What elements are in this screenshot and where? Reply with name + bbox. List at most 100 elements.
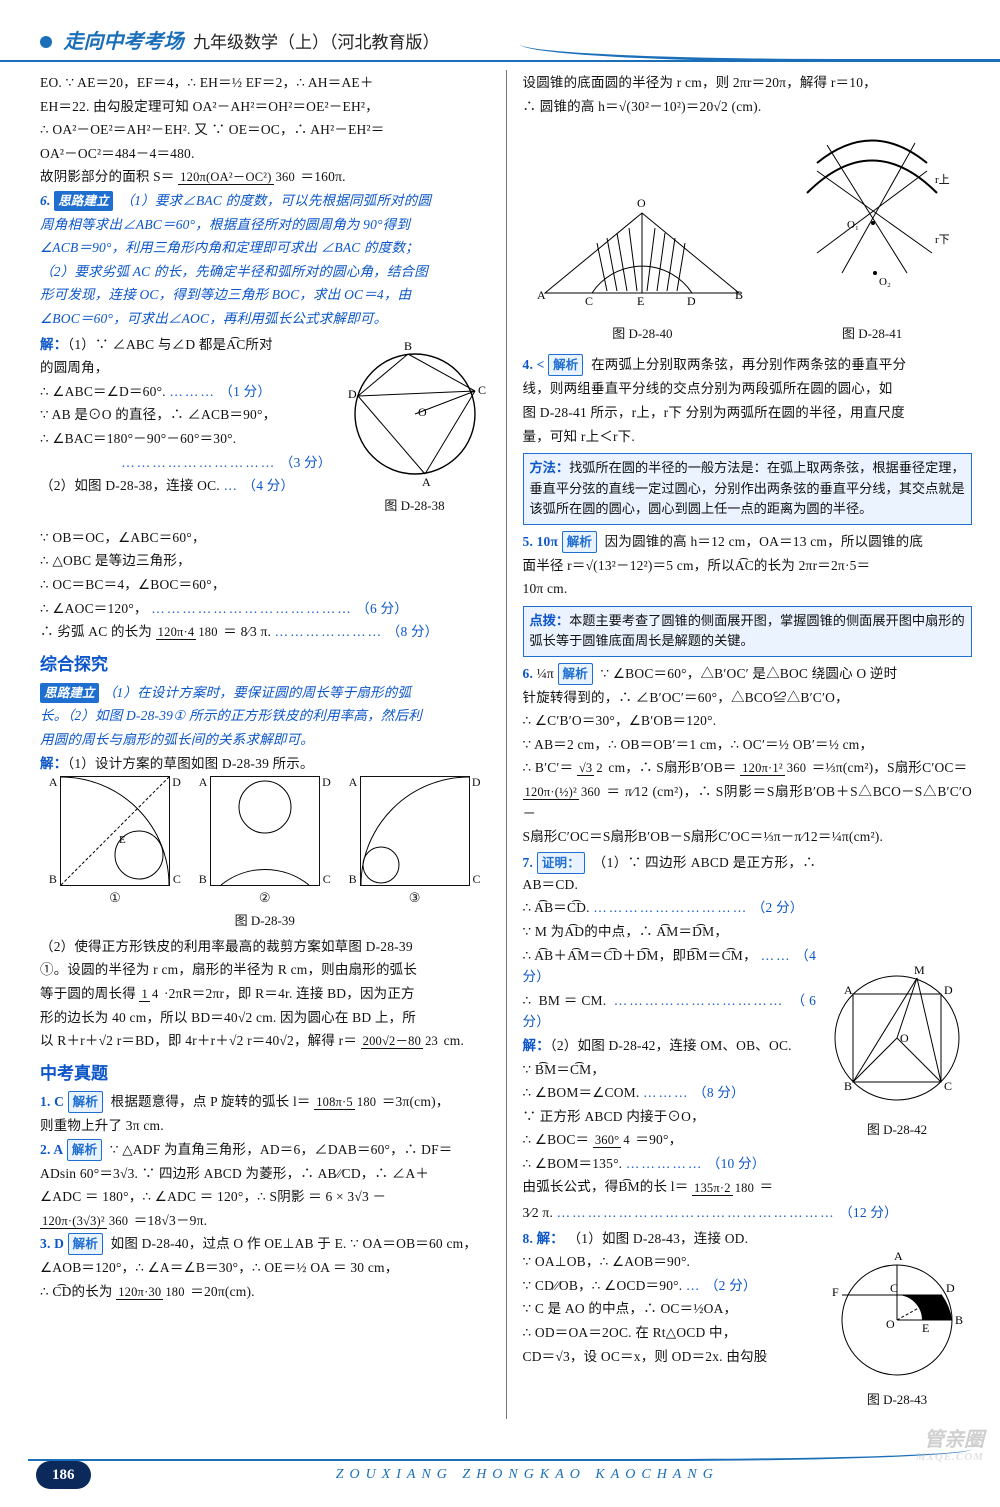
d: 360 — [107, 1214, 130, 1228]
sq3: A D B C — [360, 776, 470, 886]
q8: 8. 解： （1）如图 D-28-43，连接 OD. — [523, 1228, 817, 1250]
tag: 解析 — [68, 1091, 103, 1113]
t: ∵ OA⊥OB，∴ ∠AOB＝90°. — [523, 1251, 817, 1273]
q7: 7. 证明： （1）∵ 四边形 ABCD 是正方形，∴ AB＝CD. — [523, 852, 817, 896]
qn: 2. A — [40, 1142, 63, 1157]
column-separator — [506, 70, 507, 1419]
t: S扇形C′OC＝S扇形B′OB－S扇形C′OC＝⅓π－π⁄12＝¼π(cm²). — [523, 826, 973, 848]
t: 以 R＋r＋√2 r＝BD，即 4r＋r＋√2 r＝40√2，解得 r＝ — [40, 1033, 357, 1048]
score: （4 分） — [243, 478, 295, 493]
sol: 解： — [537, 1231, 564, 1246]
sol: 解： — [40, 756, 67, 771]
text: 故阴影部分的面积 S＝ 120π(OA²－OC²)360 ＝160π. — [40, 166, 490, 188]
tag: 思路建立 — [40, 683, 99, 703]
lbl: D — [322, 773, 331, 792]
t: ∴ 圆锥的高 h＝√(30²－10²)＝20√2 (cm). — [523, 96, 973, 118]
t: 根据题意得，点 P 旋转的弧长 l＝ — [111, 1094, 311, 1109]
right-column: 设圆锥的底面圆的半径为 r cm，则 2πr＝20π，解得 r＝10， ∴ 圆锥… — [523, 70, 973, 1419]
content-columns: EO. ∵ AE＝20，EF＝4，∴ EH＝½ EF＝2，∴ AH＝AE＋ EH… — [0, 62, 1000, 1419]
s: （2 分） — [705, 1278, 757, 1293]
d: 4 — [150, 987, 160, 1001]
t: ∵ CD∕∕OB，∴ ∠OCD＝90°. … （2 分） — [523, 1275, 817, 1297]
t: ＝ 8⁄3 π. — [223, 624, 271, 639]
t: 3⁄2 π. — [523, 1205, 554, 1220]
n: 108π·5 — [314, 1095, 355, 1110]
d: 360 — [785, 761, 808, 775]
t: ∴ OC＝BC＝4，∠BOC＝60°， — [40, 574, 490, 596]
svg-text:M: M — [914, 963, 925, 977]
svg-text:B: B — [735, 288, 743, 302]
svg-text:F: F — [832, 1285, 839, 1299]
header-dot — [40, 36, 52, 48]
t: ∴ BM＝CM. …………………………… （6 分） — [523, 990, 817, 1033]
t: ∴ B′C′＝ √32 cm，∴ S扇形B′OB＝ 120π·1²360 ＝⅓π… — [523, 757, 973, 779]
t: 解：（1）∵ ∠ABC 与∠D 都是A͡C所对 — [40, 334, 332, 356]
svg-text:D: D — [946, 1281, 955, 1295]
text: EO. ∵ AE＝20，EF＝4，∴ EH＝½ EF＝2，∴ AH＝AE＋ — [40, 72, 490, 94]
watermark: 管亲圈 MXQE.COM — [916, 1429, 984, 1463]
t: 找弧所在圆的半径的一般方法是：在弧上取两条弦，根据垂径定理，垂直平分弦的直线一定… — [530, 460, 965, 516]
n: 120π·30 — [116, 1285, 163, 1300]
svg-text:D: D — [944, 983, 953, 997]
n: 120π·(½)² — [523, 785, 579, 800]
d: 180 — [733, 1181, 756, 1195]
title-sub: 九年级数学（上）（河北教育版） — [193, 33, 440, 52]
t: 120π·(3√3)²360 ＝18√3－9π. — [40, 1210, 490, 1232]
footer-pinyin: ZOUXIANG ZHONGKAO KAOCHANG — [91, 1464, 965, 1486]
section-zonghe: 综合探究 — [40, 651, 490, 678]
figcap: 图 D-28-41 — [787, 324, 957, 345]
qn: 7. — [523, 855, 534, 870]
t: ∠ACB＝90°，利用三角形内角和定理即可求出 ∠BAC 的度数； — [40, 237, 490, 259]
svg-text:A: A — [422, 475, 431, 486]
t: CD＝√3，设 OC＝x，则 OD＝2x. 由勾股 — [523, 1346, 817, 1368]
svg-text:D: D — [687, 294, 696, 308]
t: （2）如图 D-28-38，连接 OC. — [40, 478, 220, 493]
figure-d-28-39: E A D B C ① A D B C ② — [40, 776, 490, 909]
tag: 解析 — [67, 1139, 102, 1161]
t: ∴ A͡B＝C͡D. — [523, 900, 590, 915]
t: 10π cm. — [523, 578, 973, 600]
tag: 解析 — [558, 663, 593, 685]
d: 180 — [196, 625, 219, 639]
d: 360 — [579, 785, 602, 799]
t: ∴ ∠BOC＝ 360°4 ＝90°， — [523, 1129, 817, 1151]
sol-label: 解： — [40, 337, 67, 352]
score: （8 分） — [387, 624, 439, 639]
t: （2）使得正方形铁皮的利用率最高的裁剪方案如草图 D-28-39 — [40, 936, 490, 958]
svg-text:A: A — [894, 1249, 903, 1263]
lbl: C — [323, 870, 331, 889]
n: 120π·4 — [156, 625, 197, 640]
lead: 点拨： — [530, 613, 570, 628]
footer-curve — [28, 1449, 972, 1461]
q4: 4. < 解析 在两弧上分别取两条弦，再分别作两条弦的垂直平分 — [523, 354, 973, 376]
sqlbl: ② — [210, 888, 320, 909]
t: ∴ OD＝OA＝2OC. 在 Rt△OCD 中， — [523, 1322, 817, 1344]
t: ∴ B′C′＝ — [523, 760, 574, 775]
lbl: D — [472, 773, 481, 792]
n: 135π·2 — [692, 1181, 733, 1196]
q3: 3. D 解析 如图 D-28-40，过点 O 作 OE⊥AB 于 E. ∵ O… — [40, 1233, 490, 1255]
t: ∴ BM＝CM. — [523, 993, 607, 1008]
t: 长。（2）如图 D-28-39① 所示的正方形铁皮的利用率高，然后利 — [40, 705, 490, 727]
figure-d-28-42: AD BC MO 图 D-28-42 — [822, 960, 972, 1196]
figcap: 图 D-28-39 — [40, 911, 490, 932]
t: ∴ A͡B＝C͡D. ………………………… （2 分） — [523, 897, 817, 919]
svg-text:O: O — [637, 196, 646, 210]
t: ∴ ∠BOM＝135°. — [523, 1156, 623, 1171]
t: 设圆锥的底面圆的半径为 r cm，则 2πr＝20π，解得 r＝10， — [523, 72, 973, 94]
n: 120π·1² — [740, 761, 785, 776]
t: ∴ ∠BOC＝ — [523, 1132, 590, 1147]
t: ①。设圆的半径为 r cm，扇形的半径为 R cm，则由扇形的弧长 — [40, 959, 490, 981]
t: ∵ M 为A͡D的中点，∴ A͡M＝D͡M， — [523, 921, 817, 943]
svg-text:O₂: O₂ — [879, 276, 891, 288]
wm-big: 管亲圈 — [924, 1429, 984, 1451]
wm-small: MXQE.COM — [916, 1451, 984, 1463]
t: ∴ 劣弧 AC 的长为 120π·4180 ＝ 8⁄3 π. ………………… （… — [40, 621, 490, 643]
lbl: D — [172, 773, 181, 792]
t: ∵ CD∕∕OB，∴ ∠OCD＝90°. — [523, 1278, 683, 1293]
text: EH＝22. 由勾股定理可知 OA²－AH²＝OH²＝OE²－EH²， — [40, 96, 490, 118]
page-footer: 186 ZOUXIANG ZHONGKAO KAOCHANG — [0, 1461, 1000, 1489]
qn: 4. < — [523, 357, 545, 372]
svg-text:A: A — [537, 288, 546, 302]
t: 本题主要考查了圆锥的侧面展开图，掌握圆锥的侧面展开图中扇形的弧长等于圆锥底面周长… — [530, 613, 965, 648]
